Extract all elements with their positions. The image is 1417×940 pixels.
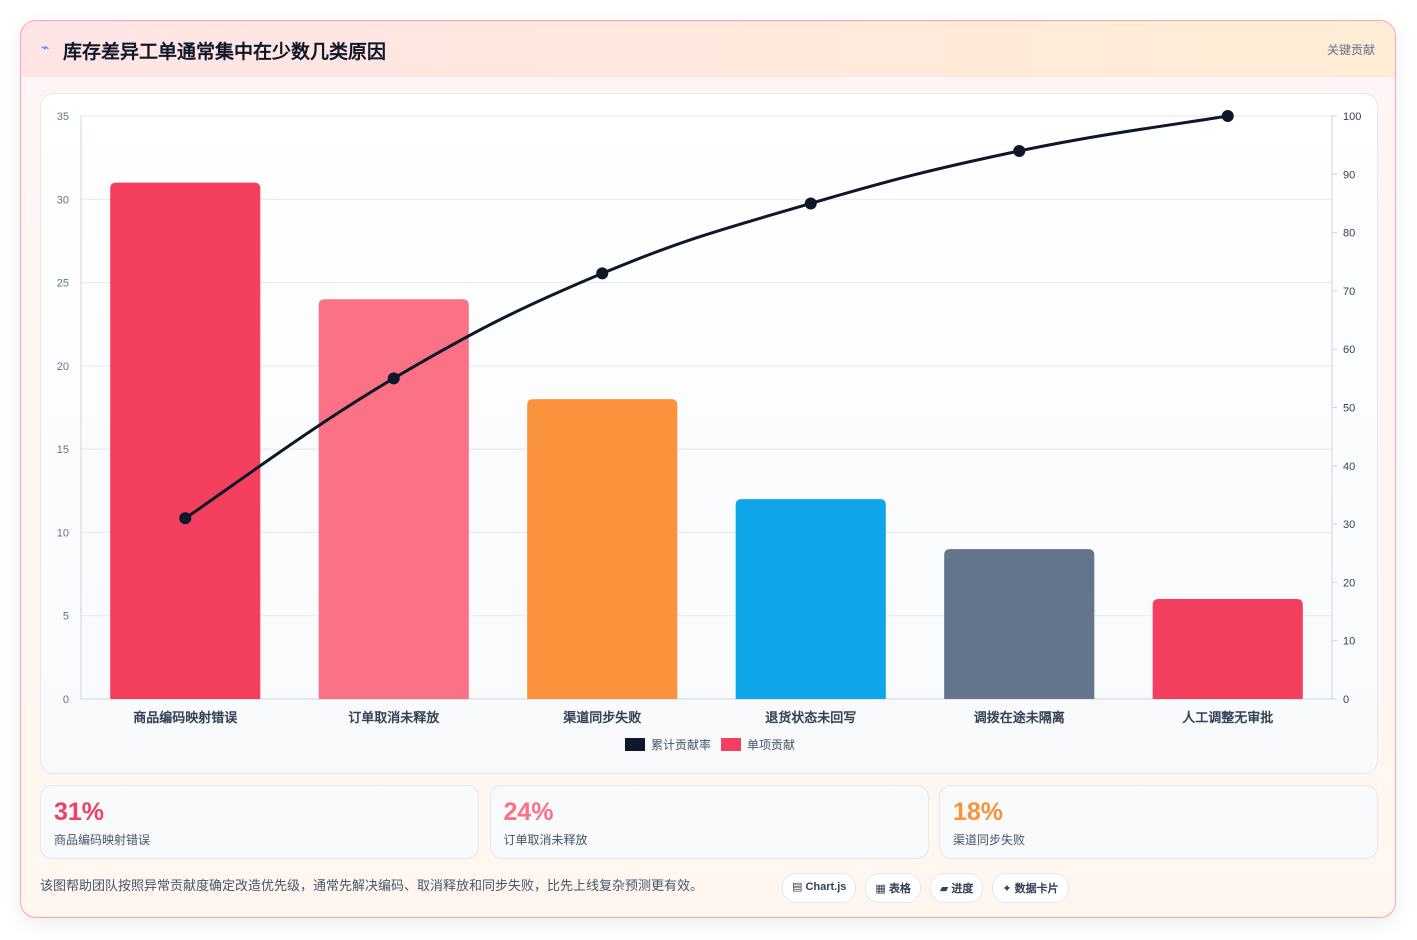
stat-card: 31% 商品编码映射错误 xyxy=(40,785,479,859)
line-point xyxy=(596,267,609,280)
y2-tick-label: 90 xyxy=(1343,169,1355,181)
stat-card: 24% 订单取消未释放 xyxy=(489,785,929,859)
y-tick-label: 30 xyxy=(57,194,69,206)
y-tick-label: 5 xyxy=(63,611,69,623)
y2-tick-label: 100 xyxy=(1343,111,1361,123)
y2-tick-label: 10 xyxy=(1343,636,1355,648)
stat-label: 渠道同步失败 xyxy=(953,833,1026,847)
line-point xyxy=(804,197,817,210)
legend-label: 单项贡献 xyxy=(747,737,795,752)
header-icon: ⌁ xyxy=(41,39,50,55)
x-tick-label: 商品编码映射错误 xyxy=(133,710,238,725)
y-tick-label: 25 xyxy=(57,278,69,290)
chart: 0 5 10 15 20 25 30 35 0 10 20 30 40 50 60 70 80 90 100 商品编码… xyxy=(57,110,1361,752)
bar xyxy=(527,399,678,699)
line-point xyxy=(1221,110,1234,122)
bar xyxy=(318,299,469,699)
x-tick-label: 订单取消未释放 xyxy=(348,710,440,725)
legend-label: 累计贡献率 xyxy=(651,737,711,752)
x-tick-label: 调拨在途未隔离 xyxy=(974,710,1065,725)
y2-tick-label: 20 xyxy=(1343,577,1355,589)
stat-value: 18% xyxy=(953,798,1004,826)
bar xyxy=(735,499,886,699)
stat-label: 订单取消未释放 xyxy=(503,833,588,847)
badge: 关键贡献 xyxy=(1326,43,1375,57)
x-tick-label: 人工调整无审批 xyxy=(1182,710,1273,725)
x-tick-label: 渠道同步失败 xyxy=(562,710,641,725)
stat-value: 24% xyxy=(503,798,554,826)
y2-tick-label: 40 xyxy=(1343,461,1355,473)
card: ⌁ 库存差异工单通常集中在少数几类原因 关键贡献 0 5 10 15 20 25 30 35 0… xyxy=(20,20,1396,918)
view-button[interactable]: ▦ 表格 xyxy=(865,873,921,903)
y-tick-label: 0 xyxy=(63,694,69,706)
x-tick-label: 退货状态未回写 xyxy=(765,710,856,725)
toolbar: ▤ Chart.js ▦ 表格 ▰ 进度 ✦ 数据卡片 xyxy=(782,873,1069,903)
header: ⌁ 库存差异工单通常集中在少数几类原因 关键贡献 xyxy=(21,21,1395,77)
footer-note: 该图帮助团队按照异常贡献度确定改造优先级，通常先解决编码、取消释放和同步失败，比… xyxy=(40,878,704,893)
view-button[interactable]: ✦ 数据卡片 xyxy=(992,873,1069,903)
legend-swatch xyxy=(625,738,645,751)
y2-tick-label: 80 xyxy=(1343,228,1355,240)
y2-tick-label: 0 xyxy=(1343,694,1349,706)
y-tick-label: 35 xyxy=(57,111,69,123)
bar xyxy=(110,182,261,700)
y2-tick-label: 50 xyxy=(1343,403,1355,415)
view-button[interactable]: ▤ Chart.js xyxy=(782,873,857,903)
stat-label: 商品编码映射错误 xyxy=(54,833,151,847)
bar xyxy=(1152,599,1303,699)
title: 库存差异工单通常集中在少数几类原因 xyxy=(63,42,387,63)
y-tick-label: 10 xyxy=(57,527,69,539)
line xyxy=(184,114,1228,520)
line-point xyxy=(179,512,192,525)
y2-tick-label: 60 xyxy=(1343,344,1355,356)
y2-tick-label: 30 xyxy=(1343,519,1355,531)
y-tick-label: 20 xyxy=(57,361,69,373)
line-point xyxy=(1013,144,1026,157)
bar xyxy=(944,549,1095,699)
view-button[interactable]: ▰ 进度 xyxy=(929,873,984,903)
y2-tick-label: 70 xyxy=(1343,286,1355,298)
chart-panel: 0 5 10 15 20 25 30 35 0 10 20 30 40 50 60 70 80 90 100 商品编码… xyxy=(40,93,1378,774)
legend-swatch xyxy=(721,738,742,751)
stat-value: 31% xyxy=(54,798,105,826)
y-tick-label: 15 xyxy=(57,444,69,456)
line-point xyxy=(387,372,400,385)
stat-card: 18% 渠道同步失败 xyxy=(939,785,1378,859)
